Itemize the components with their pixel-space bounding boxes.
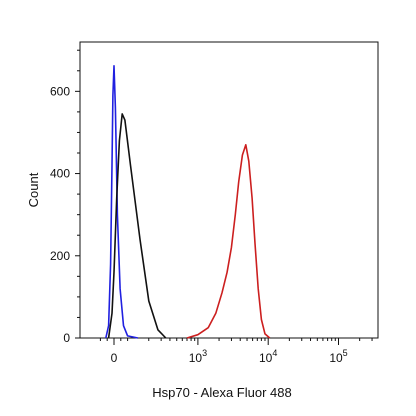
- series-line-2: [107, 113, 167, 339]
- x-tick-label: 105: [329, 348, 347, 365]
- x-tick-label: 103: [189, 348, 207, 365]
- series-layer: [105, 65, 271, 339]
- x-axis: 0 103 104 105: [99, 338, 373, 365]
- y-axis-title: Count: [26, 172, 41, 207]
- y-tick-label: 600: [50, 84, 70, 98]
- y-tick-label: 0: [63, 331, 70, 345]
- x-axis-title: Hsp70 - Alexa Fluor 488: [152, 385, 291, 400]
- y-tick-label: 200: [50, 249, 70, 263]
- x-tick-label: 0: [111, 351, 118, 365]
- series-line-1: [105, 65, 139, 339]
- x-tick-label: 104: [259, 348, 277, 365]
- y-axis: 0 200 400 600: [50, 49, 80, 345]
- y-tick-label: 400: [50, 167, 70, 181]
- series-line-3: [186, 144, 271, 339]
- plot-frame: [79, 41, 379, 339]
